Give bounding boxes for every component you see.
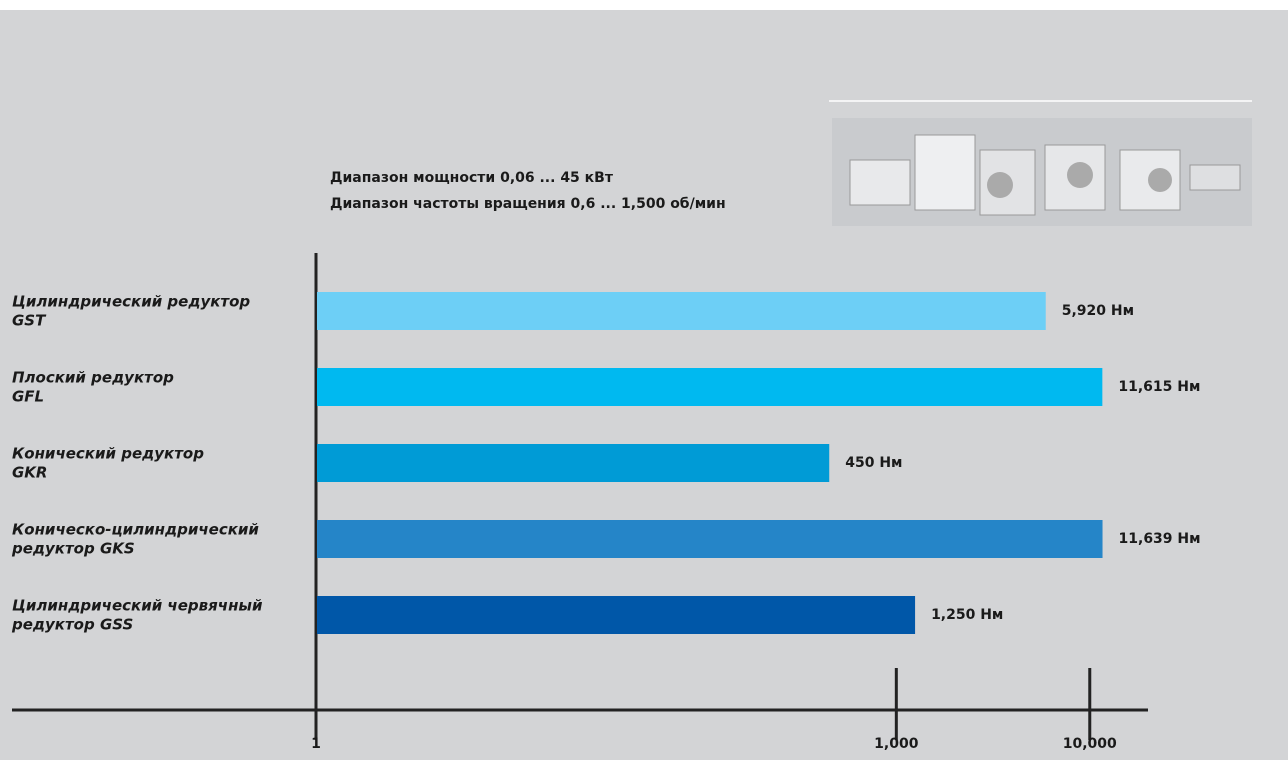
x-tick-label: 1,000 xyxy=(874,736,919,752)
y-tick-label: Цилиндрический редуктор xyxy=(12,293,250,311)
y-tick-label: GFL xyxy=(12,388,44,406)
data-label: 5,920 Нм xyxy=(1062,303,1134,319)
bar xyxy=(317,292,1046,330)
data-label: 11,639 Нм xyxy=(1119,531,1201,547)
y-tick-label: Цилиндрический червячный xyxy=(12,597,263,615)
y-tick-label: редуктор GSS xyxy=(11,616,133,634)
y-tick-label: редуктор GKS xyxy=(11,540,135,558)
subtitle: Диапазон мощности 0,06 ... 45 кВт xyxy=(330,170,614,186)
bar xyxy=(317,520,1103,558)
bar xyxy=(317,368,1103,406)
y-tick-label: Плоский редуктор xyxy=(12,369,174,387)
data-label: 1,250 Нм xyxy=(931,607,1003,623)
y-tick-label: GKR xyxy=(12,464,48,482)
y-tick-label: GST xyxy=(12,312,47,330)
data-label: 450 Нм xyxy=(845,455,902,471)
x-tick-label: 1 xyxy=(311,736,321,752)
data-label: 11,615 Нм xyxy=(1118,379,1200,395)
subtitle: Диапазон частоты вращения 0,6 ... 1,500 … xyxy=(330,196,726,212)
product-image xyxy=(832,118,1252,226)
y-tick-label: Коническо-цилиндрический xyxy=(12,521,259,539)
x-tick-label: 10,000 xyxy=(1063,736,1117,752)
bar xyxy=(317,444,830,482)
y-tick-label: Конический редуктор xyxy=(12,445,204,463)
bar xyxy=(317,596,916,634)
